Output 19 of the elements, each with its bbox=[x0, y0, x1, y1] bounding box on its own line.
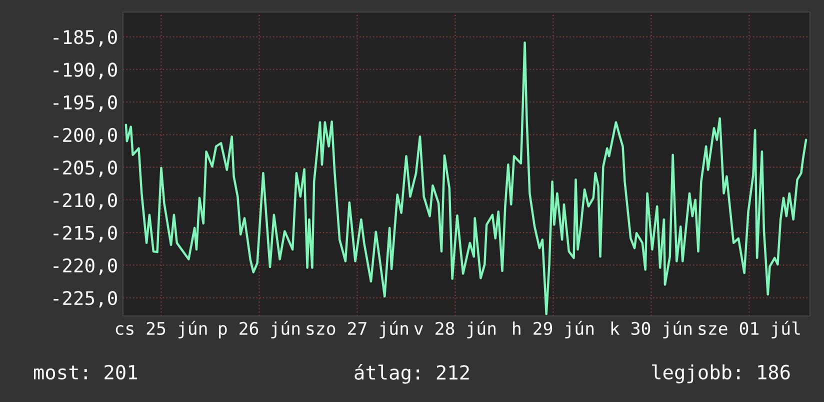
y-tick-label: -190,0 bbox=[54, 62, 117, 80]
x-tick-label: szo 27 jún bbox=[306, 320, 408, 338]
x-tick-label: k 30 jún bbox=[611, 320, 692, 338]
text: most: 201 bbox=[34, 364, 137, 380]
y-tick-label: -215,0 bbox=[54, 226, 117, 242]
y-tick-label: -225,0 bbox=[54, 290, 117, 308]
y-tick-label: -195,0 bbox=[54, 95, 117, 112]
text: átlag: 212 bbox=[354, 364, 469, 384]
y-tick-label: -185,0 bbox=[54, 30, 117, 47]
y-tick-label: -205,0 bbox=[54, 160, 117, 178]
text: legjobb: 186 bbox=[652, 364, 790, 384]
x-tick-label: h 29 jún bbox=[513, 320, 594, 338]
x-tick-label: p 26 jún bbox=[219, 320, 300, 338]
y-tick-label: -200,0 bbox=[54, 128, 117, 144]
y-tick-label: -210,0 bbox=[54, 193, 117, 210]
x-tick-label: sze 01 júl bbox=[698, 320, 800, 338]
x-tick-label: cs 25 jún bbox=[116, 320, 207, 338]
y-tick-label: -220,0 bbox=[54, 258, 117, 275]
x-tick-label: v 28 jún bbox=[414, 320, 496, 338]
